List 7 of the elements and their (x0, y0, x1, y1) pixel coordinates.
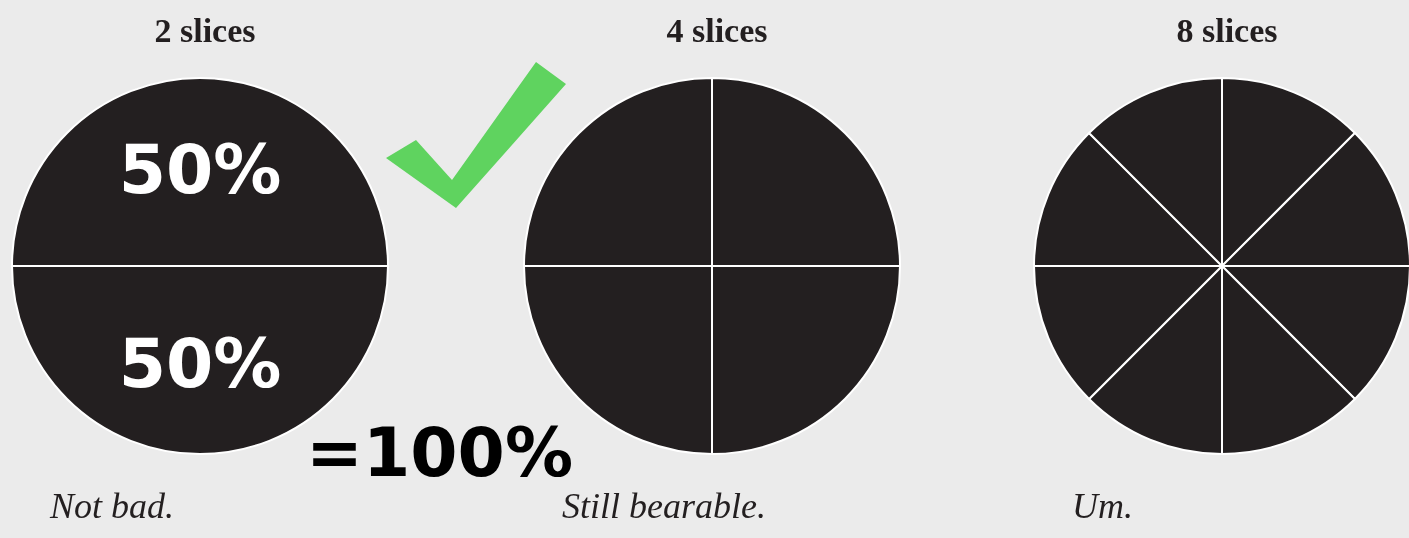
data-label: 50% (118, 323, 282, 403)
chart-title: 8 slices (1176, 11, 1278, 49)
text: Not bad. (49, 486, 175, 526)
data-label: 50% (118, 129, 282, 209)
chart-title: 2 slices (154, 11, 256, 49)
chart-title: 4 slices (666, 11, 768, 49)
text: Um. (1072, 486, 1133, 526)
